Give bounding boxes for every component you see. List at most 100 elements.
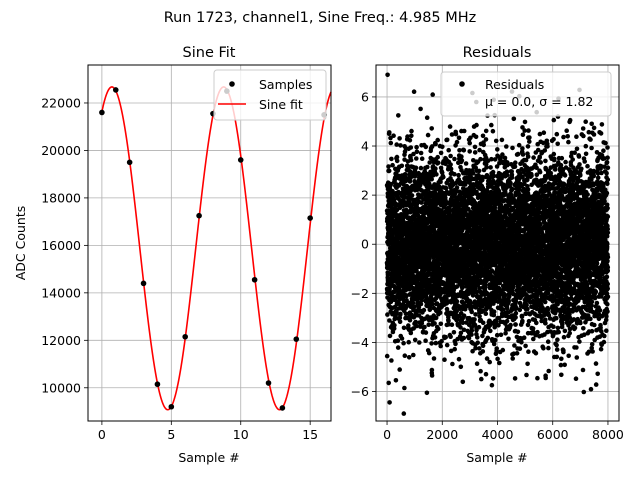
residual-point bbox=[508, 181, 513, 186]
residual-point bbox=[395, 159, 400, 164]
residual-point bbox=[450, 132, 455, 137]
residual-point bbox=[518, 346, 523, 351]
sine-fit-legend: Samples Sine fit bbox=[214, 70, 326, 120]
residual-point bbox=[436, 327, 441, 332]
residual-point bbox=[392, 323, 397, 328]
residual-point bbox=[494, 346, 499, 351]
residual-point bbox=[505, 173, 510, 178]
residual-point bbox=[450, 322, 455, 327]
residual-point bbox=[427, 351, 432, 356]
residual-point bbox=[513, 315, 518, 320]
residual-point bbox=[435, 138, 440, 143]
residual-point bbox=[440, 145, 445, 150]
residual-point bbox=[491, 129, 496, 134]
residual-point bbox=[510, 172, 515, 177]
legend-samples-marker bbox=[229, 81, 235, 87]
sine-fit-x-tick-label: 5 bbox=[167, 427, 175, 442]
residual-point bbox=[417, 340, 422, 345]
residual-point bbox=[477, 325, 482, 330]
sine-fit-x-tick-label: 10 bbox=[233, 427, 249, 442]
residual-point bbox=[411, 353, 416, 358]
residual-point bbox=[400, 336, 405, 341]
residual-point bbox=[459, 154, 464, 159]
residual-point bbox=[464, 161, 469, 166]
residual-point bbox=[407, 355, 412, 360]
sine-fit-title: Sine Fit bbox=[183, 45, 236, 61]
residual-point bbox=[452, 347, 457, 352]
residual-point bbox=[400, 164, 405, 169]
sine-fit-sample-point bbox=[99, 110, 105, 116]
residual-point bbox=[473, 312, 478, 317]
residual-point bbox=[513, 164, 518, 169]
sine-fit-sample-point bbox=[293, 336, 299, 342]
residual-point bbox=[472, 317, 477, 322]
residual-point bbox=[516, 330, 521, 335]
residual-point bbox=[398, 143, 403, 148]
residual-point bbox=[402, 386, 407, 391]
residual-point bbox=[490, 383, 495, 388]
residual-point bbox=[443, 335, 448, 340]
residual-point bbox=[486, 336, 491, 341]
residual-point bbox=[409, 134, 414, 139]
residual-point bbox=[456, 173, 461, 178]
sine-fit-x-tick-label: 0 bbox=[98, 427, 106, 442]
sine-fit-y-tick-label: 12000 bbox=[41, 333, 81, 348]
figure-title: Run 1723, channel1, Sine Freq.: 4.985 MH… bbox=[164, 10, 477, 26]
residual-point bbox=[459, 365, 464, 370]
residual-point bbox=[430, 368, 435, 373]
residual-point bbox=[467, 149, 472, 154]
residual-point bbox=[435, 155, 440, 160]
sine-fit-y-tick-label: 16000 bbox=[41, 238, 81, 253]
residual-point bbox=[448, 162, 453, 167]
residual-point bbox=[413, 338, 418, 343]
residual-point bbox=[419, 166, 424, 171]
residual-point bbox=[505, 163, 510, 168]
residual-point bbox=[412, 89, 417, 94]
residual-point bbox=[506, 299, 511, 304]
residual-point bbox=[515, 351, 520, 356]
residual-point bbox=[469, 310, 474, 315]
residual-point bbox=[512, 117, 517, 122]
residual-point bbox=[406, 340, 411, 345]
residual-point bbox=[387, 400, 392, 405]
residual-point bbox=[429, 177, 434, 182]
residual-point bbox=[389, 157, 394, 162]
sine-fit-y-tick-label: 14000 bbox=[41, 285, 81, 300]
residual-point bbox=[494, 139, 499, 144]
residual-point bbox=[475, 340, 480, 345]
residual-point bbox=[424, 330, 429, 335]
residual-point bbox=[457, 357, 462, 362]
residual-point bbox=[386, 381, 391, 386]
residual-point bbox=[420, 156, 425, 161]
residual-point bbox=[397, 367, 402, 372]
residual-point bbox=[484, 311, 489, 316]
sine-fit-sample-point bbox=[155, 381, 161, 387]
residual-point bbox=[477, 169, 482, 174]
residual-point bbox=[474, 135, 479, 140]
residual-point bbox=[448, 154, 453, 159]
residual-point bbox=[455, 299, 460, 304]
residual-point bbox=[492, 342, 497, 347]
residual-point bbox=[457, 148, 462, 153]
residual-point bbox=[396, 345, 401, 350]
residual-point bbox=[450, 362, 455, 367]
residual-point bbox=[425, 391, 430, 396]
residual-point bbox=[462, 148, 467, 153]
residual-point bbox=[430, 92, 435, 97]
residual-point bbox=[402, 411, 407, 416]
residual-point bbox=[505, 306, 510, 311]
residual-point bbox=[448, 334, 453, 339]
residual-point bbox=[409, 158, 414, 163]
residual-point bbox=[452, 330, 457, 335]
residual-point bbox=[414, 145, 419, 150]
residual-point bbox=[481, 344, 486, 349]
residual-point bbox=[484, 372, 489, 377]
residual-point bbox=[461, 380, 466, 385]
residual-point bbox=[517, 143, 522, 148]
residual-point bbox=[439, 322, 444, 327]
sine-fit-sample-point bbox=[127, 160, 133, 166]
residual-point bbox=[419, 151, 424, 156]
legend-sine-fit-label: Sine fit bbox=[259, 97, 303, 112]
residual-point bbox=[503, 293, 508, 298]
residual-point bbox=[487, 360, 492, 365]
